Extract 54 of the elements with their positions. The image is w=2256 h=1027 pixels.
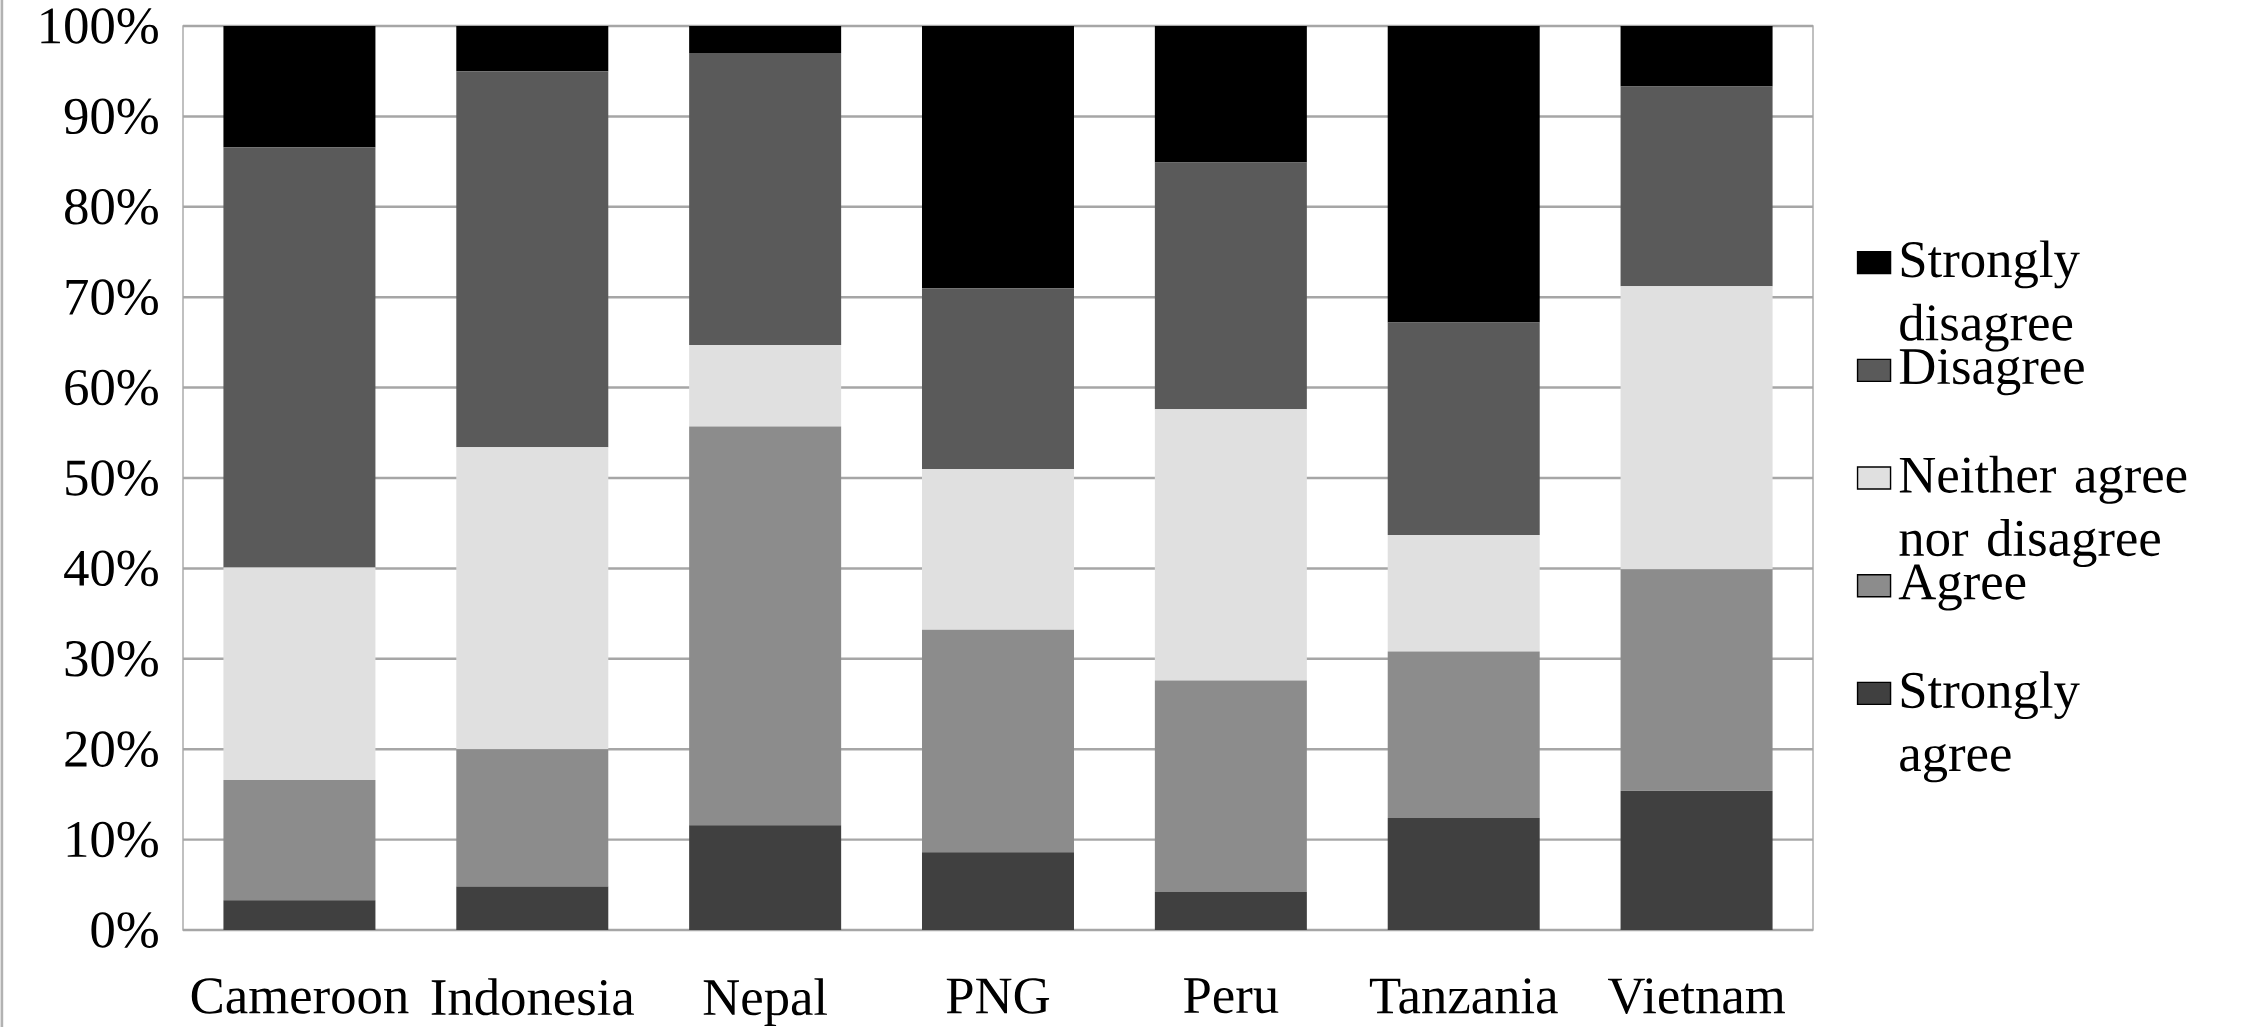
bar	[223, 147, 376, 568]
y-tick-label: 80%	[65, 188, 158, 225]
y-tick-label: 20%	[65, 731, 158, 768]
bar	[689, 345, 842, 427]
bar	[689, 26, 842, 54]
bar	[456, 886, 609, 930]
y-tick-label: 60%	[65, 369, 158, 406]
x-tick-label: Cameroon	[191, 978, 409, 1014]
bar	[456, 26, 609, 72]
y-tick-label: 70%	[66, 279, 158, 316]
bar	[223, 900, 376, 930]
bar	[456, 749, 609, 887]
y-tick-label: 100%	[41, 8, 158, 44]
x-tick-label: Tanzania	[1369, 978, 1558, 1014]
bar	[1154, 162, 1307, 410]
bar	[1620, 26, 1773, 87]
y-tick-label: 50%	[66, 460, 158, 496]
x-tick-label: Peru	[1184, 978, 1279, 1014]
bar	[223, 779, 376, 901]
x-tick-label: Nepal	[703, 978, 827, 1027]
legend-label: Strongly agree	[1900, 671, 2080, 783]
bar	[1387, 322, 1540, 535]
bar	[689, 825, 842, 930]
bar	[922, 852, 1074, 930]
bar	[1620, 286, 1773, 570]
bar	[456, 447, 609, 750]
bar	[1387, 26, 1540, 323]
bar	[922, 288, 1074, 469]
bar	[689, 426, 842, 826]
x-tick-label: Vietnam	[1607, 978, 1785, 1014]
bar	[456, 71, 609, 448]
bar	[1154, 409, 1307, 681]
bar	[1154, 892, 1307, 930]
bar	[922, 468, 1074, 630]
bar	[922, 26, 1074, 289]
bar	[1154, 26, 1307, 163]
y-tick-label: 30%	[65, 640, 158, 677]
y-tick-label: 40%	[64, 550, 158, 587]
bar	[1387, 817, 1540, 930]
bar	[1387, 534, 1540, 652]
bar	[223, 26, 376, 148]
bar	[922, 629, 1074, 853]
bar	[1154, 680, 1307, 893]
bar	[689, 53, 842, 346]
bar	[223, 567, 376, 780]
bar	[1620, 790, 1773, 930]
y-tick-label: 0%	[91, 912, 158, 948]
y-tick-label: 10%	[67, 821, 158, 858]
bar	[1620, 86, 1773, 287]
x-tick-label: PNG	[946, 978, 1050, 1014]
x-tick-label: Indonesia	[431, 978, 635, 1016]
y-tick-label: 90%	[64, 98, 158, 135]
bar	[1620, 569, 1773, 791]
bar	[1387, 651, 1540, 818]
